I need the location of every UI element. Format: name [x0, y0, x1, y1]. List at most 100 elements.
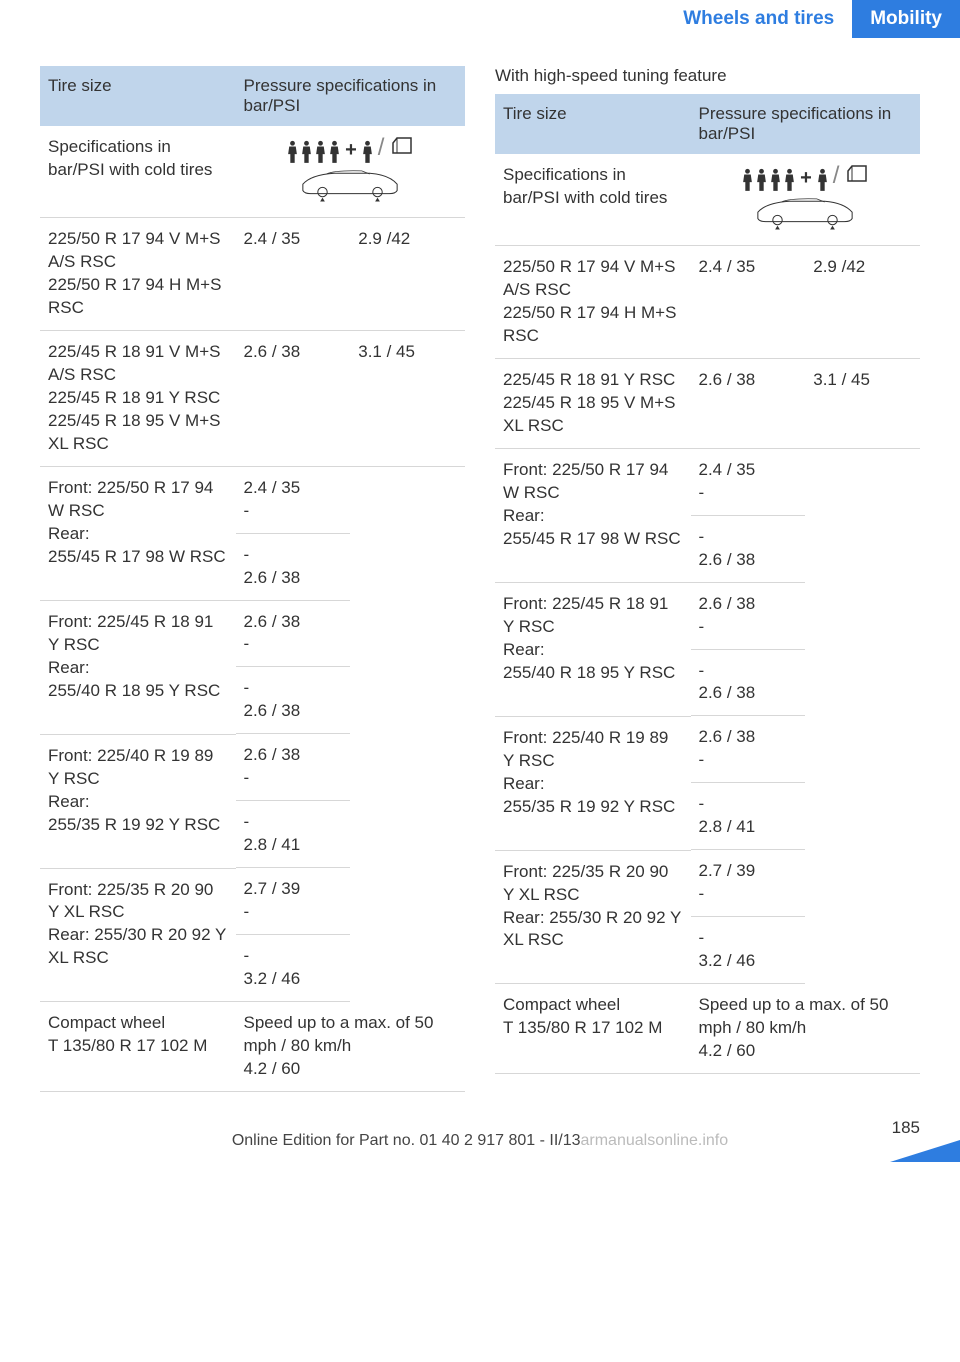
person-icon — [329, 140, 340, 164]
luggage-icon — [844, 163, 868, 192]
person-icon — [770, 168, 781, 192]
left-column: Tire size Pressure specifications in bar… — [40, 66, 465, 1092]
spec-label: Specifications in bar/PSI with cold tire… — [40, 126, 236, 218]
tire-size-cell: Front: 225/50 R 17 94 W RSCRear:255/45 R… — [40, 466, 236, 600]
tire-size-cell: Compact wheelT 135/80 R 17 102 M — [40, 1002, 236, 1091]
col-header-tiresize: Tire size — [495, 94, 691, 154]
tire-size-cell: Front: 225/45 R 18 91 Y RSCRear:255/40 R… — [495, 583, 691, 717]
person-icon — [784, 168, 795, 192]
passenger-icons-row: + / — [240, 132, 462, 164]
right-section-title: With high-speed tuning feature — [495, 66, 920, 86]
pressure-note-cell: Speed up to a max. of 50 mph / 80 km/h4.… — [236, 1002, 466, 1091]
footer-watermark: armanualsonline.info — [581, 1132, 729, 1149]
header-section-name: Wheels and tires — [665, 0, 852, 38]
pressure-cell: 3.1 / 45 — [350, 331, 465, 467]
table-row: 225/50 R 17 94 V M+S A/S RSC225/50 R 17 … — [495, 246, 920, 359]
pressure-cell: -2.8 / 41 — [691, 783, 806, 850]
pressure-cell: 2.6 / 38- — [691, 716, 806, 783]
person-icon — [817, 168, 828, 192]
load-diagram-cell: + / — [691, 154, 921, 246]
tire-size-cell: Front: 225/40 R 19 89 Y RSCRear:255/35 R… — [40, 734, 236, 868]
col-header-pressure: Pressure specifications in bar/PSI — [691, 94, 921, 154]
footer: Online Edition for Part no. 01 40 2 917 … — [0, 1132, 960, 1162]
table-header-row: Tire size Pressure specifications in bar… — [495, 94, 920, 154]
table-row: Front: 225/35 R 20 90 Y XL RSCRear: 255/… — [40, 868, 465, 1002]
load-diagram-cell: + / — [236, 126, 466, 218]
right-column: With high-speed tuning feature Tire size… — [495, 66, 920, 1092]
pressure-cell: 2.7 / 39- — [236, 868, 351, 935]
slash-icon: / — [376, 132, 387, 164]
pressure-cell: 2.4 / 35 — [236, 218, 351, 331]
slash-icon: / — [831, 160, 842, 192]
tire-size-cell: Front: 225/50 R 17 94 W RSCRear:255/45 R… — [495, 448, 691, 582]
plus-icon: + — [343, 137, 359, 164]
table-row: 225/50 R 17 94 V M+S A/S RSC225/50 R 17 … — [40, 218, 465, 331]
plus-icon: + — [798, 165, 814, 192]
pressure-cell: 2.6 / 38 — [691, 359, 806, 449]
pressure-cell: -2.6 / 38 — [236, 534, 351, 601]
spec-row: Specifications in bar/PSI with cold tire… — [40, 126, 465, 218]
pressure-cell: 2.9 /42 — [805, 246, 920, 359]
pressure-cell: 2.7 / 39- — [691, 850, 806, 917]
table-row: Compact wheelT 135/80 R 17 102 M Speed u… — [40, 1002, 465, 1091]
page-header: Wheels and tires Mobility — [0, 0, 960, 38]
footer-text: Online Edition for Part no. 01 40 2 917 … — [232, 1132, 581, 1149]
pressure-cell: 2.4 / 35 — [691, 246, 806, 359]
person-icon — [301, 140, 312, 164]
tire-size-cell: 225/50 R 17 94 V M+S A/S RSC225/50 R 17 … — [495, 246, 691, 359]
pressure-cell: 2.9 /42 — [350, 218, 465, 331]
tire-size-cell: 225/45 R 18 91 Y RSC225/45 R 18 95 V M+S… — [495, 359, 691, 449]
spec-row: Specifications in bar/PSI with cold tire… — [495, 154, 920, 246]
table-row: Compact wheelT 135/80 R 17 102 M Speed u… — [495, 984, 920, 1073]
pressure-cell: -2.6 / 38 — [691, 516, 806, 583]
person-icon — [362, 140, 373, 164]
pressure-cell: 2.6 / 38- — [236, 734, 351, 801]
pressure-note-cell: Speed up to a max. of 50 mph / 80 km/h4.… — [691, 984, 921, 1073]
table-row: Front: 225/45 R 18 91 Y RSCRear:255/40 R… — [495, 583, 920, 717]
tire-size-cell: 225/45 R 18 91 V M+S A/S RSC225/45 R 18 … — [40, 331, 236, 467]
page-number: 185 — [892, 1118, 920, 1138]
person-icon — [756, 168, 767, 192]
table-row: 225/45 R 18 91 V M+S A/S RSC225/45 R 18 … — [40, 331, 465, 467]
person-icon — [742, 168, 753, 192]
header-category: Mobility — [852, 0, 960, 38]
pressure-cell: 2.6 / 38- — [691, 583, 806, 650]
table-row: Front: 225/35 R 20 90 Y XL RSCRear: 255/… — [495, 850, 920, 984]
car-icon — [295, 166, 405, 204]
table-row: Front: 225/40 R 19 89 Y RSCRear:255/35 R… — [495, 716, 920, 850]
table-header-row: Tire size Pressure specifications in bar… — [40, 66, 465, 126]
table-row: Front: 225/45 R 18 91 Y RSCRear:255/40 R… — [40, 601, 465, 735]
table-row: 225/45 R 18 91 Y RSC225/45 R 18 95 V M+S… — [495, 359, 920, 449]
tire-pressure-table-left: Tire size Pressure specifications in bar… — [40, 66, 465, 1092]
pressure-cell: -3.2 / 46 — [236, 935, 351, 1002]
main-columns: Tire size Pressure specifications in bar… — [0, 66, 960, 1092]
pressure-cell: -3.2 / 46 — [691, 917, 806, 984]
col-header-tiresize: Tire size — [40, 66, 236, 126]
corner-triangle-icon — [890, 1140, 960, 1162]
tire-size-cell: Front: 225/45 R 18 91 Y RSCRear:255/40 R… — [40, 601, 236, 735]
tire-size-cell: 225/50 R 17 94 V M+S A/S RSC225/50 R 17 … — [40, 218, 236, 331]
pressure-cell: -2.8 / 41 — [236, 801, 351, 868]
tire-size-cell: Front: 225/40 R 19 89 Y RSCRear:255/35 R… — [495, 716, 691, 850]
pressure-cell: 2.4 / 35- — [691, 449, 806, 516]
pressure-cell: -2.6 / 38 — [691, 650, 806, 717]
table-row: Front: 225/50 R 17 94 W RSCRear:255/45 R… — [495, 448, 920, 582]
pressure-cell: 2.6 / 38 — [236, 331, 351, 467]
tire-size-cell: Compact wheelT 135/80 R 17 102 M — [495, 984, 691, 1073]
pressure-cell: 2.4 / 35- — [236, 467, 351, 534]
luggage-icon — [389, 135, 413, 164]
table-row: Front: 225/40 R 19 89 Y RSCRear:255/35 R… — [40, 734, 465, 868]
tire-size-cell: Front: 225/35 R 20 90 Y XL RSCRear: 255/… — [495, 850, 691, 984]
tire-pressure-table-right: Tire size Pressure specifications in bar… — [495, 94, 920, 1074]
person-icon — [287, 140, 298, 164]
passenger-icons-row: + / — [695, 160, 917, 192]
pressure-cell: 3.1 / 45 — [805, 359, 920, 449]
pressure-cell: 2.6 / 38- — [236, 601, 351, 668]
col-header-pressure: Pressure specifications in bar/PSI — [236, 66, 466, 126]
tire-size-cell: Front: 225/35 R 20 90 Y XL RSCRear: 255/… — [40, 868, 236, 1002]
table-row: Front: 225/50 R 17 94 W RSCRear:255/45 R… — [40, 466, 465, 600]
person-icon — [315, 140, 326, 164]
car-icon — [750, 194, 860, 232]
pressure-cell: -2.6 / 38 — [236, 667, 351, 734]
spec-label: Specifications in bar/PSI with cold tire… — [495, 154, 691, 246]
